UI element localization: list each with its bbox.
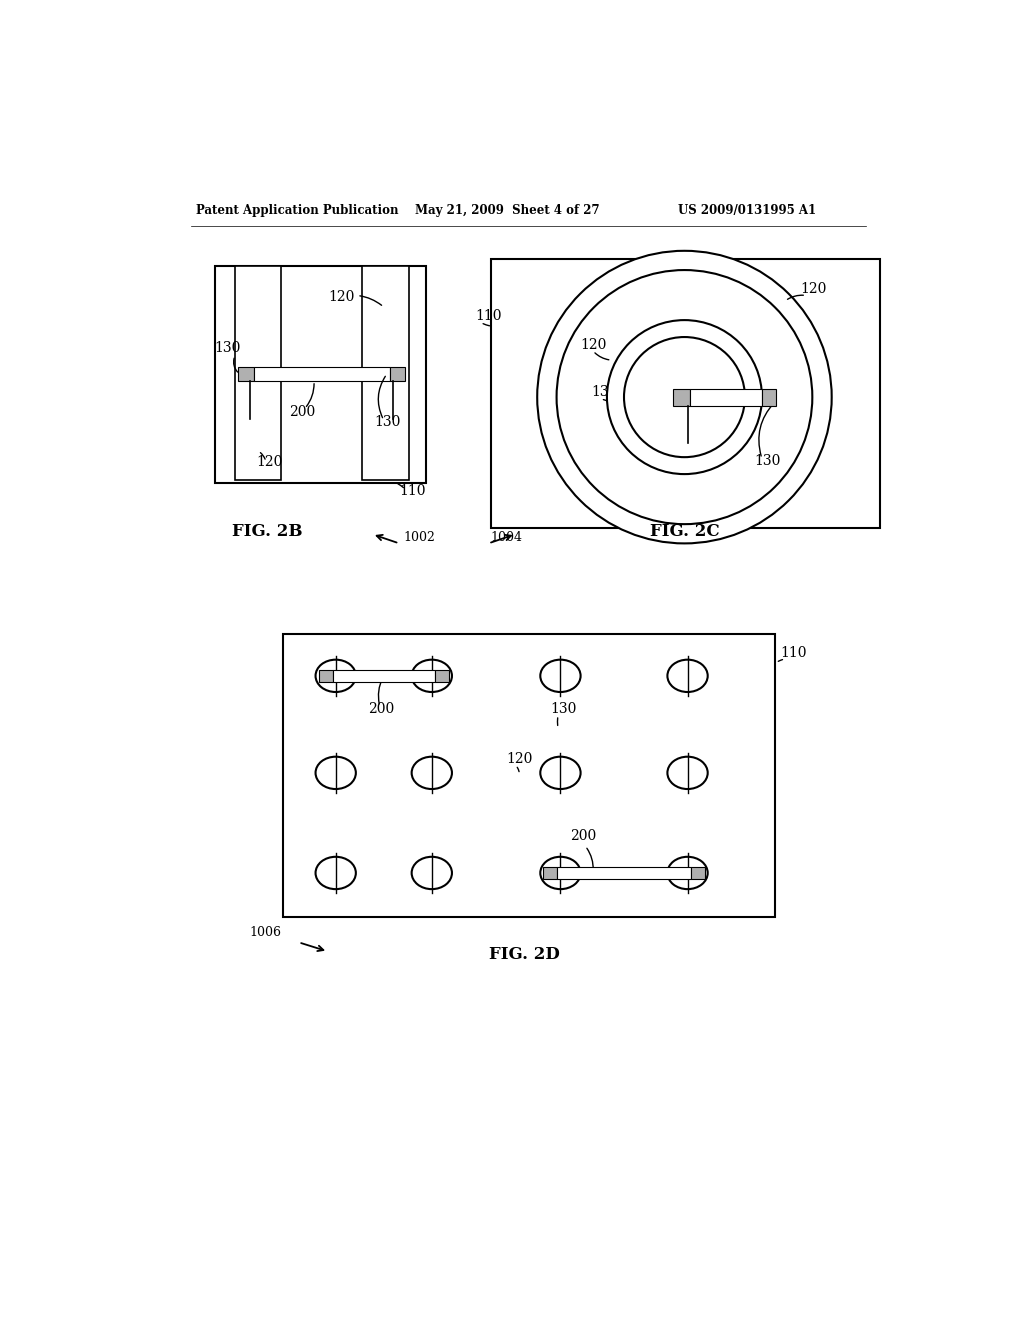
Text: 110: 110 <box>780 647 807 660</box>
Ellipse shape <box>315 660 356 692</box>
Text: 120: 120 <box>580 338 606 352</box>
Text: 1006: 1006 <box>250 927 282 939</box>
Bar <box>215 267 426 483</box>
Ellipse shape <box>412 857 452 890</box>
Ellipse shape <box>315 857 356 890</box>
Bar <box>333 671 435 681</box>
Text: US 2009/0131995 A1: US 2009/0131995 A1 <box>678 205 816 218</box>
Text: 1004: 1004 <box>490 531 522 544</box>
Text: 120: 120 <box>256 455 283 470</box>
Text: 120: 120 <box>801 282 827 296</box>
Bar <box>283 635 775 917</box>
Text: 130: 130 <box>550 702 577 715</box>
Text: 130: 130 <box>592 384 617 399</box>
Bar <box>690 388 762 405</box>
Text: 110: 110 <box>475 309 502 323</box>
Text: 120: 120 <box>328 290 382 305</box>
Bar <box>362 267 409 480</box>
Circle shape <box>557 271 812 524</box>
Bar <box>544 867 557 879</box>
Circle shape <box>538 251 831 544</box>
Ellipse shape <box>412 756 452 789</box>
Text: FIG. 2C: FIG. 2C <box>649 523 719 540</box>
Bar <box>557 867 690 879</box>
Text: 130: 130 <box>215 342 242 355</box>
Text: 110: 110 <box>399 484 426 498</box>
Text: Patent Application Publication: Patent Application Publication <box>197 205 398 218</box>
Circle shape <box>624 337 744 457</box>
Text: 130: 130 <box>755 454 780 467</box>
Bar <box>238 367 254 381</box>
Ellipse shape <box>668 857 708 890</box>
Ellipse shape <box>541 857 581 890</box>
Text: 130: 130 <box>375 416 400 429</box>
Text: 200: 200 <box>569 829 596 843</box>
Ellipse shape <box>412 660 452 692</box>
Ellipse shape <box>541 756 581 789</box>
Circle shape <box>607 321 762 474</box>
Text: May 21, 2009  Sheet 4 of 27: May 21, 2009 Sheet 4 of 27 <box>415 205 599 218</box>
Bar <box>234 267 282 480</box>
Bar <box>435 671 449 681</box>
Bar <box>254 367 390 381</box>
Bar <box>673 388 690 405</box>
Ellipse shape <box>541 660 581 692</box>
Bar <box>690 867 705 879</box>
Text: 1002: 1002 <box>403 531 435 544</box>
Text: 200: 200 <box>369 702 394 715</box>
Text: 120: 120 <box>506 752 532 766</box>
Bar <box>490 259 880 528</box>
Text: 200: 200 <box>289 405 315 420</box>
Text: FIG. 2B: FIG. 2B <box>232 523 303 540</box>
Ellipse shape <box>668 756 708 789</box>
Text: FIG. 2D: FIG. 2D <box>489 946 560 964</box>
Text: 200: 200 <box>678 430 705 445</box>
Ellipse shape <box>315 756 356 789</box>
Bar <box>318 671 333 681</box>
Ellipse shape <box>668 660 708 692</box>
Bar <box>390 367 406 381</box>
Bar <box>762 388 776 405</box>
